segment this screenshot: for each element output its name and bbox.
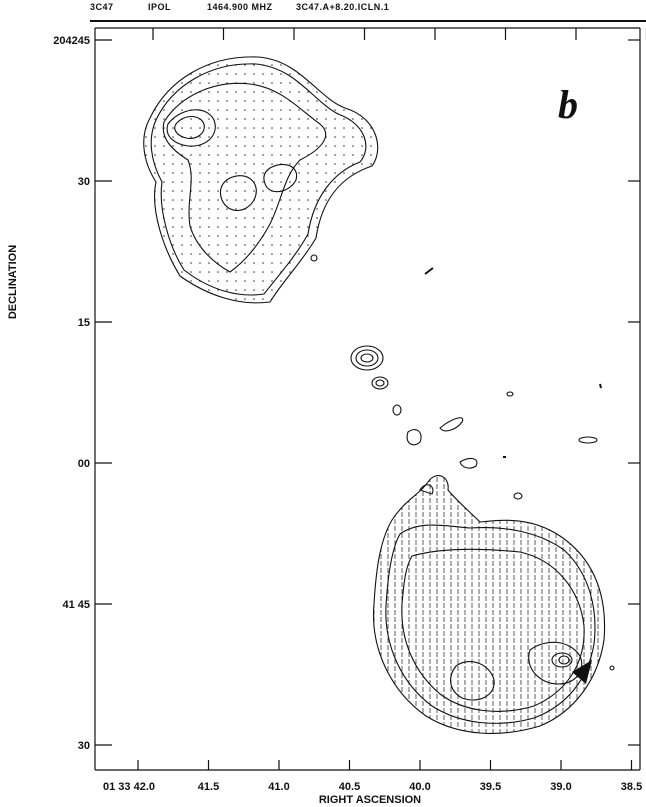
file: 3C47.A+8.20.ICLN.1 bbox=[296, 2, 389, 12]
x-tick-label: 40.5 bbox=[339, 781, 360, 793]
plot-frame bbox=[94, 27, 646, 771]
x-tick-label: 39.0 bbox=[550, 781, 571, 793]
core bbox=[350, 345, 602, 500]
source: 3C47 bbox=[90, 2, 114, 12]
x-tick-label: 41.5 bbox=[198, 781, 219, 793]
y-tick-label: 30 bbox=[78, 740, 90, 752]
stokes: IPOL bbox=[148, 2, 171, 12]
x-tick-label: 39.5 bbox=[480, 781, 501, 793]
x-axis-label: RIGHT ASCENSION bbox=[319, 794, 421, 806]
y-tick-label: 15 bbox=[78, 317, 90, 329]
header: 3C47 IPOL 1464.900 MHZ 3C47.A+8.20.ICLN.… bbox=[90, 2, 646, 22]
y-tick-label: 30 bbox=[78, 176, 90, 188]
y-axis-label: DECLINATION bbox=[7, 245, 19, 319]
frequency: 1464.900 MHZ bbox=[207, 2, 273, 12]
x-tick-label: 38.5 bbox=[621, 781, 642, 793]
south-lobe bbox=[372, 475, 615, 734]
y-tick-label: 41 45 bbox=[62, 599, 90, 611]
x-tick-label: 01 33 42.0 bbox=[103, 781, 155, 793]
x-tick-label: 41.0 bbox=[268, 781, 289, 793]
north-lobe bbox=[143, 56, 434, 304]
y-tick-label: 00 bbox=[78, 458, 90, 470]
panel-label: b bbox=[558, 82, 578, 127]
y-tick-label: 204245 bbox=[53, 35, 90, 47]
x-tick-label: 40.0 bbox=[409, 781, 430, 793]
